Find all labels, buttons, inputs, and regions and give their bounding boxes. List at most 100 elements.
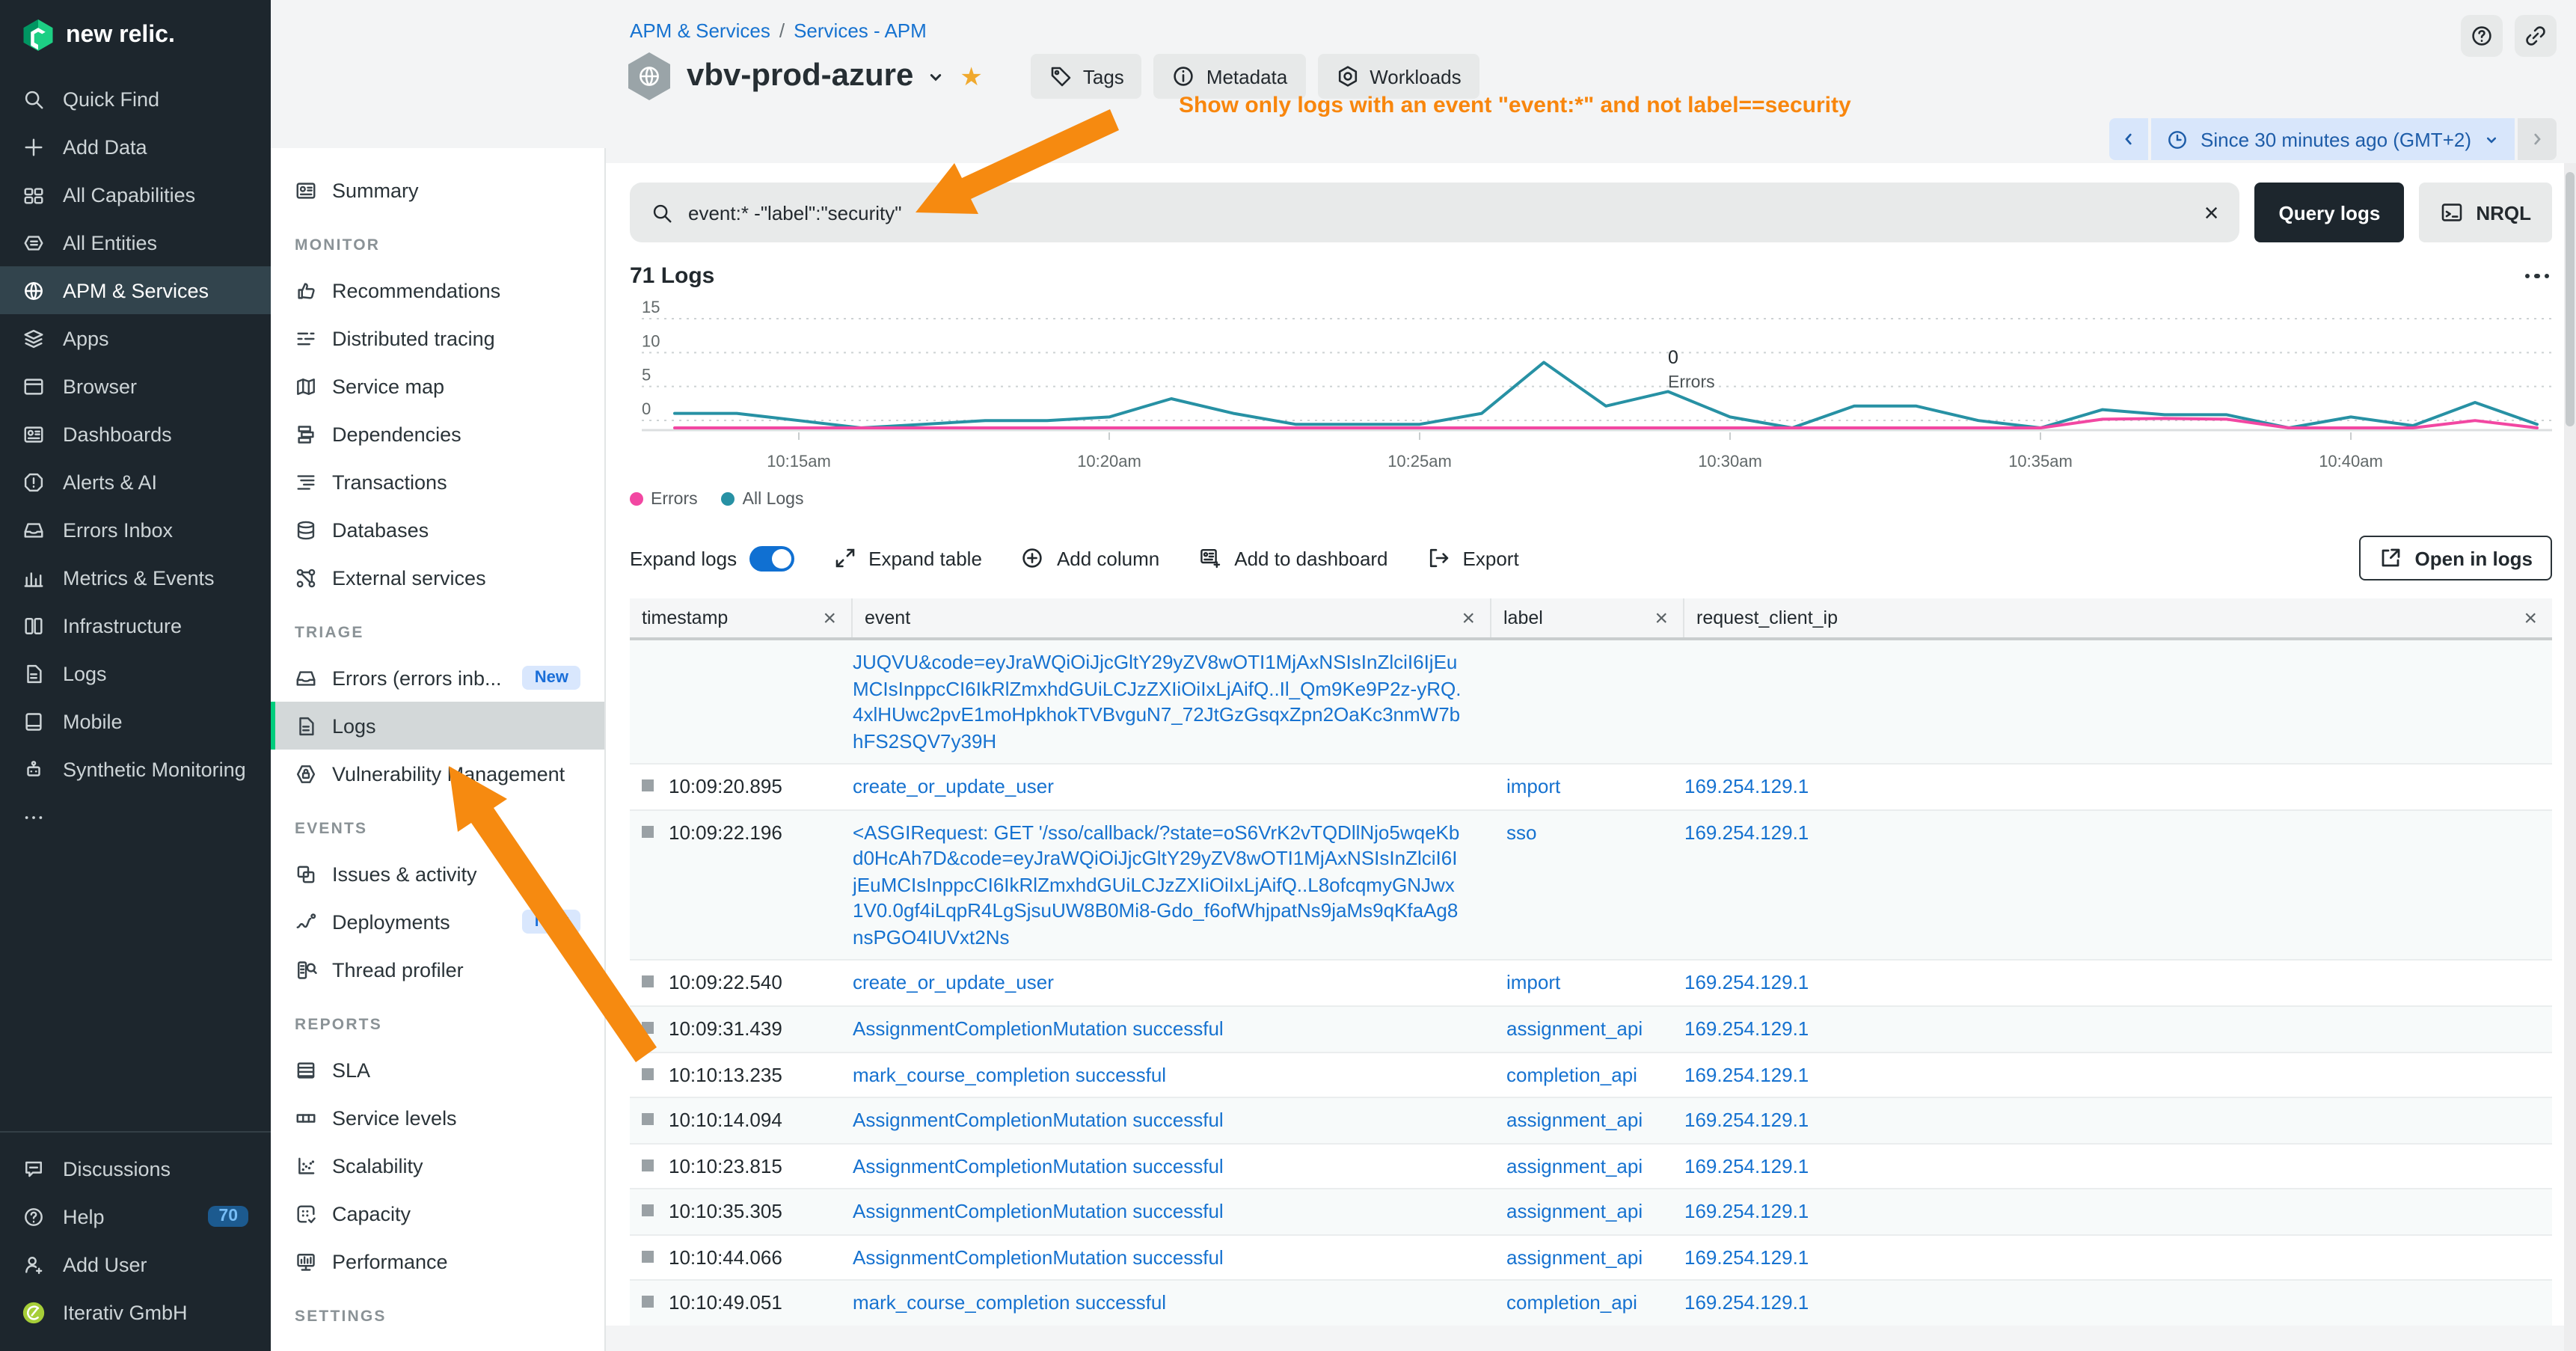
log-event-link[interactable]: mark_course_completion successful (853, 1291, 1167, 1314)
subnav-item-service-levels[interactable]: Service levels (271, 1094, 604, 1142)
column-header-request-client-ip[interactable]: request_client_ip × (1696, 605, 2537, 631)
breadcrumb-link-services-apm[interactable]: Services - APM (794, 19, 927, 42)
subnav-item-databases[interactable]: Databases (271, 506, 604, 554)
sidebar-item-apm-services[interactable]: APM & Services (0, 266, 271, 314)
remove-column-label-button[interactable]: × (1655, 605, 1668, 631)
vertical-scrollbar[interactable] (2564, 163, 2576, 1351)
sidebar-item-alerts-ai[interactable]: Alerts & AI (0, 458, 271, 506)
sidebar-item-logs[interactable]: Logs (0, 649, 271, 697)
subnav-item-sla[interactable]: SLA (271, 1046, 604, 1094)
sidebar-item-dashboards[interactable]: Dashboards (0, 410, 271, 458)
time-forward-button[interactable] (2518, 118, 2557, 160)
log-label-link[interactable]: assignment_api (1506, 1109, 1643, 1132)
scrollbar-thumb[interactable] (2566, 172, 2575, 426)
log-label-link[interactable]: completion_api (1506, 1063, 1637, 1086)
breadcrumb-link-apm-services[interactable]: APM & Services (630, 19, 770, 42)
log-row[interactable]: 10:10:35.305 AssignmentCompletionMutation… (630, 1189, 2552, 1236)
log-label-link[interactable]: assignment_api (1506, 1246, 1643, 1269)
log-event-link[interactable]: AssignmentCompletionMutation successful (853, 1200, 1224, 1223)
log-ip-link[interactable]: 169.254.129.1 (1684, 1246, 1809, 1269)
log-ip-link[interactable]: 169.254.129.1 (1684, 775, 1809, 798)
entity-switcher-button[interactable] (925, 67, 945, 86)
metadata-button[interactable]: Metadata (1153, 54, 1306, 99)
log-event-link[interactable]: AssignmentCompletionMutation successful (853, 1154, 1224, 1177)
export-button[interactable]: Export (1427, 546, 1519, 570)
open-in-logs-button[interactable]: Open in logs (2359, 536, 2552, 580)
permalink-button[interactable] (2515, 15, 2557, 57)
subnav-item-vulnerability-management[interactable]: Vulnerability Management (271, 750, 604, 797)
log-event-link[interactable]: <ASGIRequest: GET '/sso/callback/?state=… (853, 821, 1460, 949)
log-event-link[interactable]: create_or_update_user (853, 971, 1054, 994)
sidebar-item-infrastructure[interactable]: Infrastructure (0, 601, 271, 649)
new-relic-logo[interactable]: new relic. (0, 0, 271, 75)
workloads-button[interactable]: Workloads (1317, 54, 1479, 99)
log-row[interactable]: 10:10:49.051 mark_course_completion succe… (630, 1281, 2552, 1326)
sidebar-item-help[interactable]: Help 70 (0, 1192, 271, 1240)
log-event-link[interactable]: AssignmentCompletionMutation successful (853, 1109, 1224, 1132)
log-row[interactable]: 10:10:13.235 mark_course_completion succe… (630, 1053, 2552, 1099)
log-row[interactable]: 10:09:22.196 <ASGIRequest: GET '/sso/call… (630, 810, 2552, 961)
log-label-link[interactable]: assignment_api (1506, 1154, 1643, 1177)
log-ip-link[interactable]: 169.254.129.1 (1684, 1109, 1809, 1132)
expand-logs-toggle[interactable] (749, 545, 794, 571)
sidebar-item-apps[interactable]: Apps (0, 314, 271, 362)
sidebar-item-discussions[interactable]: Discussions (0, 1145, 271, 1192)
favorite-star-button[interactable]: ★ (960, 62, 983, 91)
log-row[interactable]: 10:10:14.094 AssignmentCompletionMutation… (630, 1098, 2552, 1145)
log-row[interactable]: 10:09:22.540 create_or_update_user import 1… (630, 961, 2552, 1008)
column-header-event[interactable]: event × (853, 598, 1491, 637)
log-event-link[interactable]: AssignmentCompletionMutation successful (853, 1017, 1224, 1041)
log-ip-link[interactable]: 169.254.129.1 (1684, 1017, 1809, 1041)
add-to-dashboard-button[interactable]: Add to dashboard (1198, 546, 1388, 570)
remove-column-request-client-ip-button[interactable]: × (2524, 605, 2537, 631)
sidebar-item-add-data[interactable]: Add Data (0, 123, 271, 171)
log-event-link[interactable]: create_or_update_user (853, 775, 1054, 798)
sidebar-item-browser[interactable]: Browser (0, 362, 271, 410)
sidebar-item-all-capabilities[interactable]: All Capabilities (0, 171, 271, 218)
subnav-item-issues-activity[interactable]: Issues & activity (271, 850, 604, 898)
expand-table-button[interactable]: Expand table (832, 546, 982, 570)
log-ip-link[interactable]: 169.254.129.1 (1684, 1200, 1809, 1223)
log-label-link[interactable]: sso (1506, 821, 1537, 844)
more-menu-button[interactable] (2521, 265, 2552, 288)
subnav-item-thread-profiler[interactable]: Thread profiler (271, 946, 604, 993)
log-ip-link[interactable]: 169.254.129.1 (1684, 1063, 1809, 1086)
log-label-link[interactable]: completion_api (1506, 1291, 1637, 1314)
subnav-item-capacity[interactable]: Capacity (271, 1189, 604, 1237)
log-ip-link[interactable]: 169.254.129.1 (1684, 821, 1809, 844)
add-column-button[interactable]: Add column (1021, 546, 1159, 570)
legend-item-all-logs[interactable]: All Logs (721, 491, 803, 509)
legend-item-errors[interactable]: Errors (630, 491, 698, 509)
log-row[interactable]: JUQVU&code=eyJraWQiOiJjcGltY29yZV8wOTI1M… (630, 640, 2552, 765)
column-header-timestamp[interactable]: timestamp × (630, 598, 853, 637)
subnav-item-dependencies[interactable]: Dependencies (271, 410, 604, 458)
sidebar-item-more[interactable] (0, 793, 271, 841)
log-label-link[interactable]: assignment_api (1506, 1200, 1643, 1223)
subnav-item-summary[interactable]: Summary (271, 166, 604, 214)
log-query-input[interactable] (688, 201, 2189, 224)
query-logs-button[interactable]: Query logs (2254, 183, 2405, 242)
sidebar-item-iterativ-gmbh[interactable]: Iterativ GmbH (0, 1288, 271, 1336)
subnav-item-performance[interactable]: Performance (271, 1237, 604, 1285)
log-event-link[interactable]: mark_course_completion successful (853, 1063, 1167, 1086)
sidebar-item-metrics-events[interactable]: Metrics & Events (0, 554, 271, 601)
help-button[interactable] (2461, 15, 2503, 57)
sidebar-item-add-user[interactable]: Add User (0, 1240, 271, 1288)
sidebar-item-synthetic-monitoring[interactable]: Synthetic Monitoring (0, 745, 271, 793)
log-row[interactable]: 10:10:44.066 AssignmentCompletionMutation… (630, 1236, 2552, 1281)
log-label-link[interactable]: import (1506, 971, 1561, 994)
subnav-item-errors-errors-inb[interactable]: Errors (errors inb... New (271, 654, 604, 702)
subnav-item-transactions[interactable]: Transactions (271, 458, 604, 506)
log-ip-link[interactable]: 169.254.129.1 (1684, 1291, 1809, 1314)
log-label-link[interactable]: import (1506, 775, 1561, 798)
log-ip-link[interactable]: 169.254.129.1 (1684, 971, 1809, 994)
log-row[interactable]: 10:10:23.815 AssignmentCompletionMutation… (630, 1144, 2552, 1190)
subnav-item-distributed-tracing[interactable]: Distributed tracing (271, 314, 604, 362)
sidebar-item-errors-inbox[interactable]: Errors Inbox (0, 506, 271, 554)
clear-query-button[interactable]: × (2204, 198, 2219, 227)
column-header-label[interactable]: label × (1491, 598, 1684, 637)
log-label-link[interactable]: assignment_api (1506, 1017, 1643, 1041)
sidebar-item-all-entities[interactable]: All Entities (0, 218, 271, 266)
time-range-button[interactable]: Since 30 minutes ago (GMT+2) (2151, 118, 2515, 160)
remove-column-timestamp-button[interactable]: × (823, 605, 836, 631)
